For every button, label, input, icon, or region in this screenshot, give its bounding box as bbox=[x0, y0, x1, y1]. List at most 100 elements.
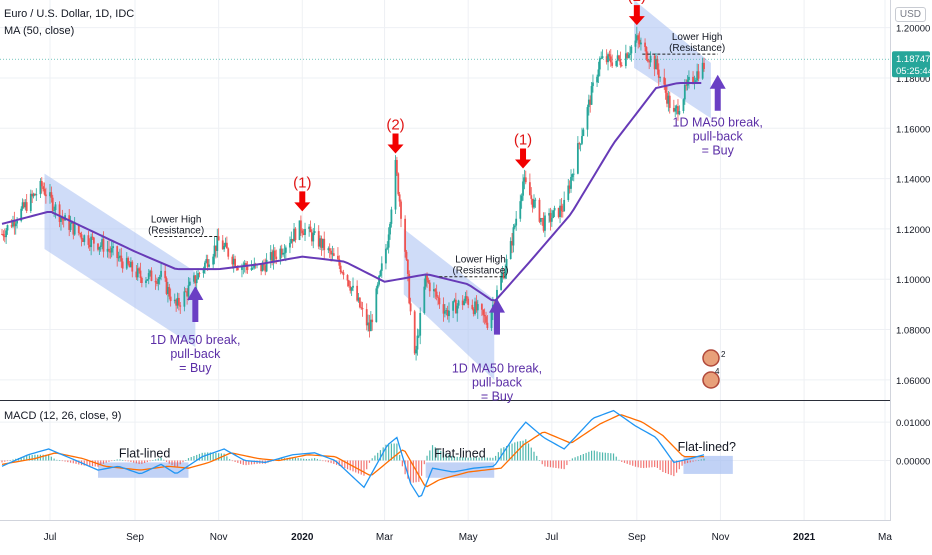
annotation-labels: (1)(2)(1)(2)1D MA50 break,pull-back= Buy… bbox=[119, 0, 763, 460]
histogram-bar bbox=[456, 456, 458, 461]
candlesticks bbox=[1, 26, 705, 361]
candle-down bbox=[131, 261, 134, 272]
candle-down bbox=[128, 263, 131, 268]
candle-up bbox=[590, 86, 593, 105]
candle-down bbox=[127, 257, 130, 264]
resistance-lines bbox=[154, 53, 718, 278]
candle-up bbox=[187, 285, 190, 297]
histogram-bar bbox=[558, 460, 560, 469]
histogram-bar bbox=[503, 447, 505, 461]
histogram-bar bbox=[174, 460, 176, 467]
time-tick-label: Nov bbox=[210, 532, 228, 543]
candle-up bbox=[195, 279, 198, 284]
candle-down bbox=[530, 195, 533, 199]
candle-up bbox=[548, 213, 550, 216]
histogram-bar bbox=[308, 458, 310, 461]
candle-down bbox=[2, 234, 5, 237]
histogram-bar bbox=[555, 460, 557, 468]
histogram-bar bbox=[390, 443, 393, 461]
histogram-bar bbox=[72, 460, 74, 464]
candle-up bbox=[117, 257, 120, 259]
currency-button[interactable]: USD bbox=[894, 7, 926, 22]
histogram-bar bbox=[697, 460, 700, 461]
candle-down bbox=[668, 95, 671, 108]
candle-down bbox=[135, 271, 138, 278]
price-tick-label: 1.14000 bbox=[896, 175, 930, 186]
histogram-bar bbox=[122, 460, 124, 461]
candle-up bbox=[193, 275, 195, 282]
candle-up bbox=[386, 247, 389, 249]
candle-down bbox=[116, 246, 119, 259]
histogram-bar bbox=[505, 445, 508, 461]
candle-down bbox=[338, 259, 341, 266]
label-flat-2: Flat-lined bbox=[434, 446, 485, 460]
histogram-bar bbox=[149, 460, 151, 462]
histogram-bar bbox=[464, 457, 467, 461]
histogram-bar bbox=[58, 460, 61, 462]
price-tick-label: 1.08000 bbox=[896, 326, 930, 337]
candle-up bbox=[534, 199, 537, 201]
candle-down bbox=[332, 253, 335, 256]
candle-up bbox=[453, 299, 456, 302]
candle-up bbox=[12, 220, 14, 227]
histogram-bar bbox=[429, 450, 431, 461]
candle-down bbox=[82, 239, 84, 242]
label-flat-3: Flat-lined? bbox=[678, 440, 736, 454]
histogram-bar bbox=[50, 456, 52, 461]
candle-down bbox=[88, 244, 91, 248]
histogram-bar bbox=[656, 460, 658, 468]
histogram-bar bbox=[678, 460, 680, 470]
histogram-bar bbox=[314, 458, 316, 461]
histogram-bar bbox=[547, 460, 549, 467]
candle-down bbox=[427, 280, 430, 283]
candle-down bbox=[330, 250, 332, 255]
histogram-bar bbox=[289, 457, 291, 461]
histogram-bar bbox=[508, 444, 510, 461]
histogram-bar bbox=[662, 460, 664, 473]
candle-up bbox=[463, 301, 465, 306]
label-lower_high_3_sub: (Resistance) bbox=[669, 43, 725, 54]
candle-up bbox=[197, 273, 199, 280]
candle-up bbox=[331, 253, 334, 255]
candle-up bbox=[655, 58, 657, 70]
candle-down bbox=[121, 261, 124, 269]
ma50-line bbox=[1, 82, 702, 302]
histogram-bar bbox=[105, 460, 107, 463]
candle-down bbox=[169, 296, 172, 302]
time-tick-label: Jul bbox=[44, 532, 57, 543]
candle-up bbox=[272, 250, 275, 262]
candle-up bbox=[688, 76, 690, 80]
candle-down bbox=[198, 273, 201, 274]
histogram-bar bbox=[152, 460, 154, 461]
candle-down bbox=[653, 55, 656, 70]
histogram-bar bbox=[4, 460, 6, 462]
histogram-bar bbox=[703, 458, 705, 461]
candle-down bbox=[246, 266, 249, 271]
histogram-bar bbox=[168, 460, 170, 464]
candle-up bbox=[136, 268, 139, 278]
candle-down bbox=[215, 245, 217, 251]
candle-up bbox=[597, 69, 600, 77]
label-buy_2_l1: 1D MA50 break, bbox=[452, 362, 542, 376]
candle-down bbox=[341, 272, 343, 273]
candle-up bbox=[387, 234, 390, 248]
candle-down bbox=[467, 298, 470, 305]
candle-down bbox=[40, 180, 43, 187]
histogram-bar bbox=[626, 460, 628, 464]
candle-up bbox=[35, 194, 38, 196]
histogram-bar bbox=[396, 443, 398, 461]
candle-up bbox=[106, 248, 109, 252]
candle-down bbox=[317, 231, 320, 247]
candle-up bbox=[519, 201, 522, 219]
candle-up bbox=[129, 261, 132, 268]
histogram-bar bbox=[187, 458, 190, 461]
candle-up bbox=[167, 287, 169, 294]
candle-up bbox=[173, 299, 176, 302]
histogram-bar bbox=[56, 459, 58, 461]
candle-up bbox=[567, 185, 570, 200]
candle-down bbox=[108, 248, 110, 251]
histogram-bar bbox=[171, 460, 173, 466]
histogram-bar bbox=[667, 460, 669, 475]
logo-circle-bottom bbox=[702, 371, 720, 389]
